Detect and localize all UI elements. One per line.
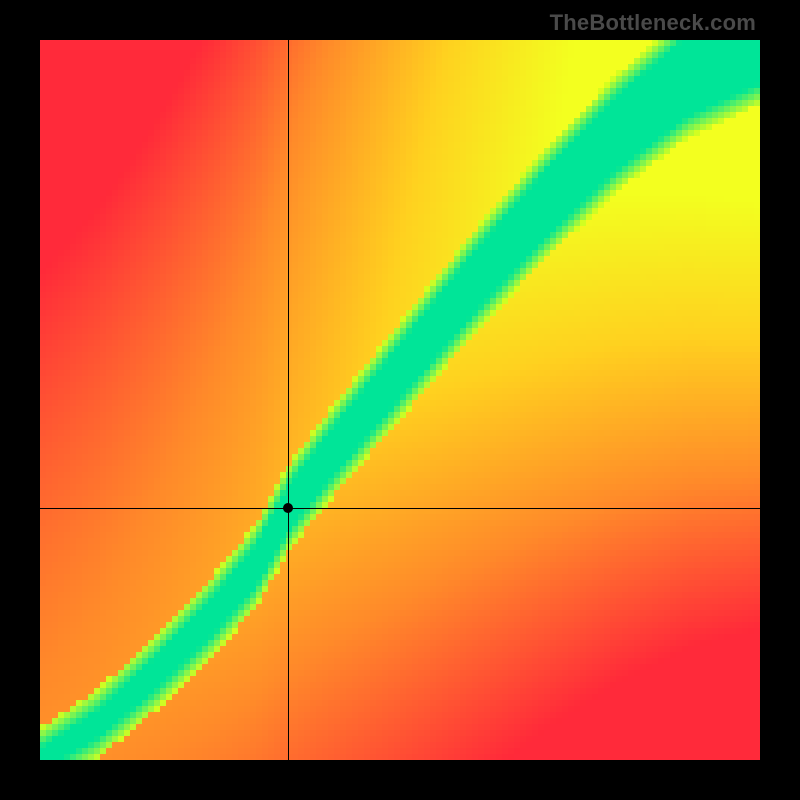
crosshair-vertical <box>288 40 289 760</box>
chart-frame: TheBottleneck.com <box>0 0 800 800</box>
watermark-text: TheBottleneck.com <box>550 10 756 36</box>
bottleneck-heatmap <box>40 40 760 760</box>
crosshair-horizontal <box>40 508 760 509</box>
crosshair-marker <box>283 503 293 513</box>
